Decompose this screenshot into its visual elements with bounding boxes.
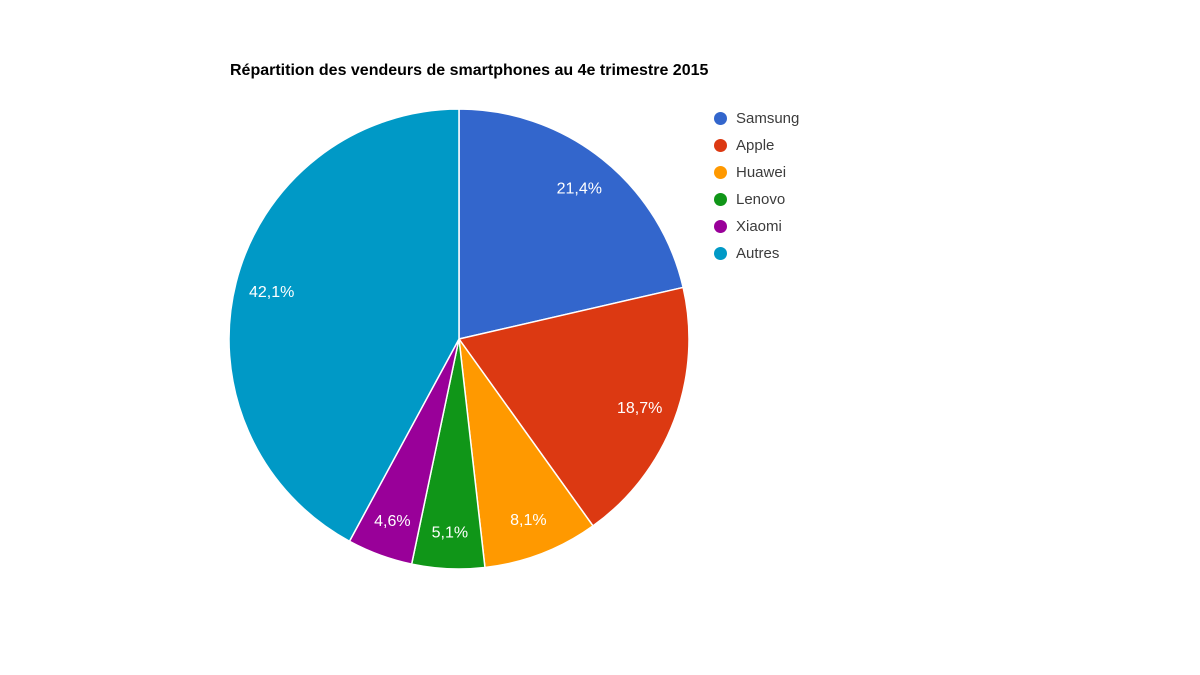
legend-swatch-icon xyxy=(714,247,727,260)
slice-label-huawei: 8,1% xyxy=(510,512,546,529)
legend-label: Huawei xyxy=(736,164,787,181)
legend-item-samsung: Samsung xyxy=(714,105,799,132)
pie-slice-huawei[interactable] xyxy=(458,338,594,569)
pie-slice-apple[interactable] xyxy=(458,286,690,527)
legend-swatch-icon xyxy=(714,166,727,179)
legend-swatch-icon xyxy=(714,139,727,152)
legend-item-autres: Autres xyxy=(714,240,799,267)
legend-item-lenovo: Lenovo xyxy=(714,186,799,213)
legend-label: Autres xyxy=(736,245,780,262)
legend-item-apple: Apple xyxy=(714,132,799,159)
legend-label: Xiaomi xyxy=(736,218,782,235)
pie-slice-samsung[interactable] xyxy=(458,108,684,340)
pie-slices xyxy=(228,108,690,570)
slice-label-apple: 18,7% xyxy=(617,400,662,417)
slice-label-xiaomi: 4,6% xyxy=(374,513,410,530)
legend-swatch-icon xyxy=(714,193,727,206)
legend-label: Lenovo xyxy=(736,191,786,208)
legend-label: Apple xyxy=(736,137,775,154)
legend-label: Samsung xyxy=(736,110,800,127)
slice-label-samsung: 21,4% xyxy=(557,180,602,197)
slice-label-autres: 42,1% xyxy=(249,284,294,301)
pie-slice-labels: 21,4% 18,7% 8,1% 5,1% 4,6% 42,1% xyxy=(249,180,662,541)
chart-title: Répartition des vendeurs de smartphones … xyxy=(230,62,709,79)
legend-item-xiaomi: Xiaomi xyxy=(714,213,799,240)
chart-legend: Samsung Apple Huawei Lenovo Xiaomi Autres xyxy=(714,105,799,267)
pie-slice-autres[interactable] xyxy=(228,108,460,542)
legend-item-huawei: Huawei xyxy=(714,159,799,186)
legend-swatch-icon xyxy=(714,220,727,233)
legend-swatch-icon xyxy=(714,112,727,125)
slice-label-lenovo: 5,1% xyxy=(432,525,468,542)
